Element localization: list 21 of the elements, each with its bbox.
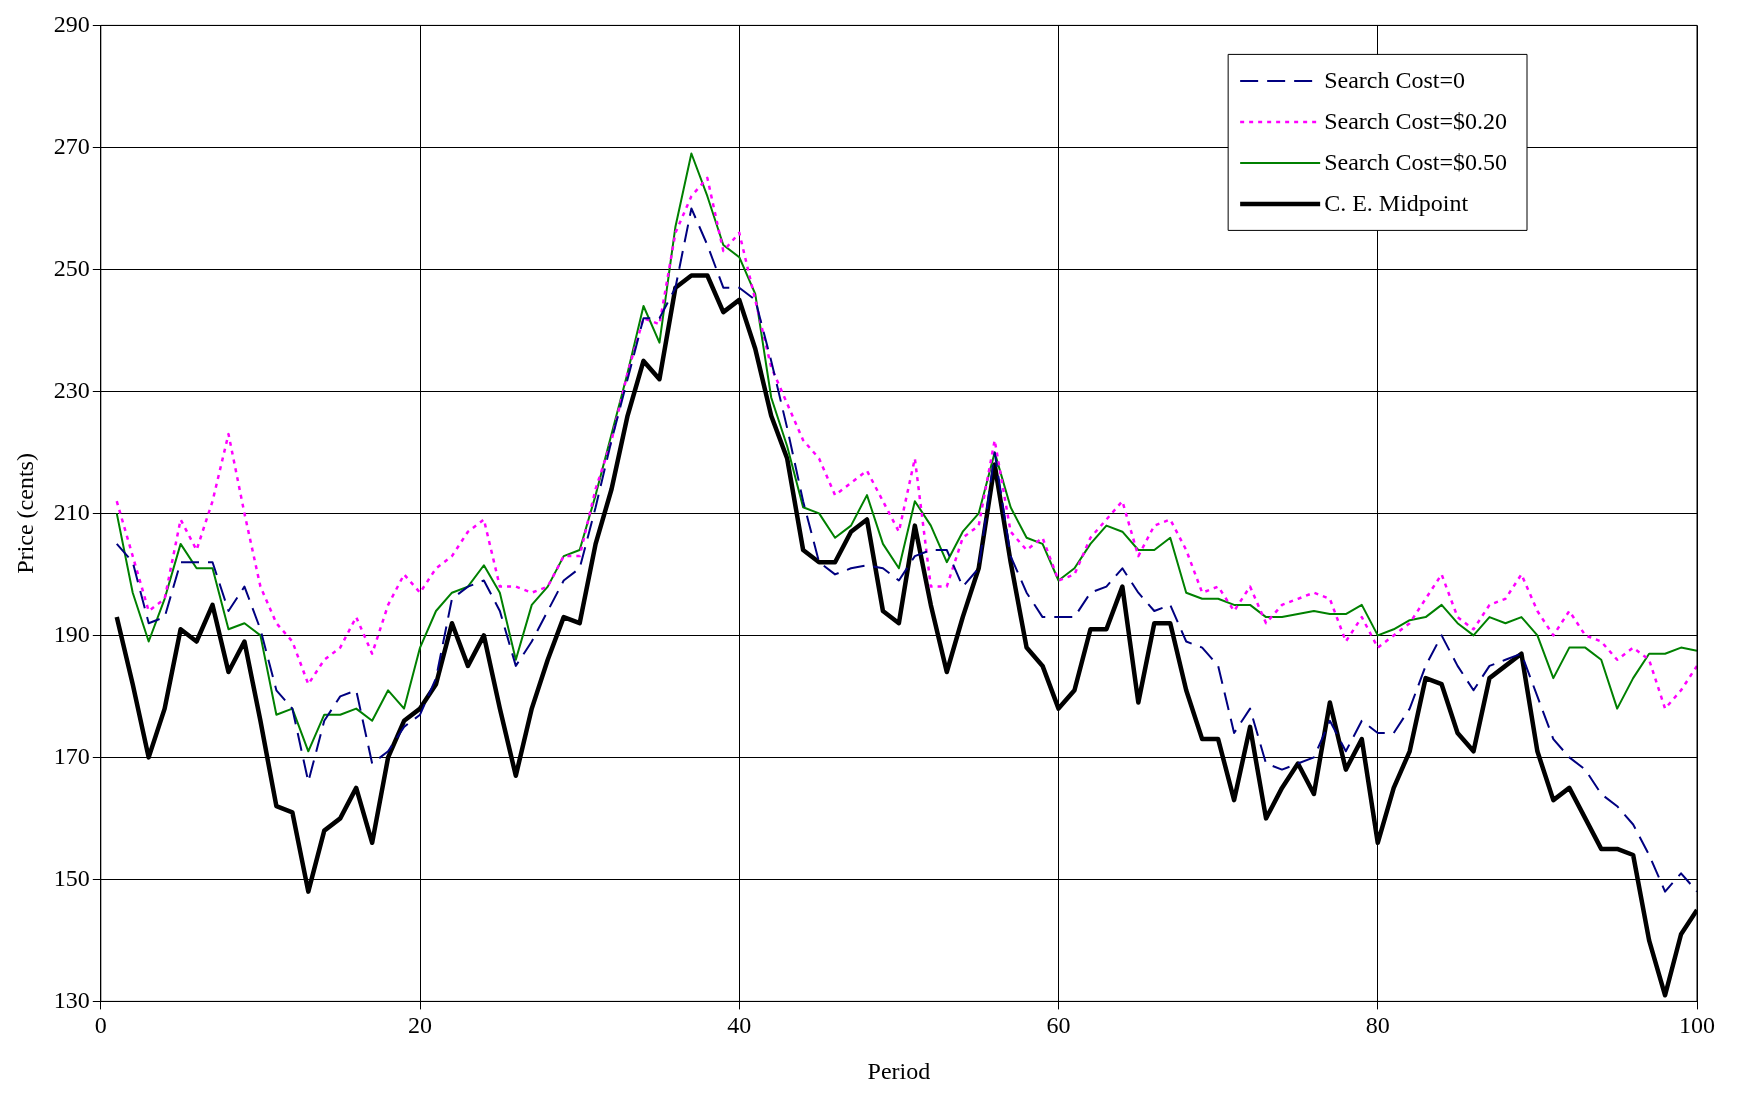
y-tick-label: 290 <box>53 10 90 37</box>
x-tick-label: 60 <box>1046 1012 1071 1039</box>
y-tick-label: 130 <box>53 986 90 1013</box>
y-tick-label: 190 <box>53 620 90 647</box>
legend-label: Search Cost=$0.50 <box>1324 149 1508 176</box>
x-tick-label: 0 <box>94 1012 107 1039</box>
y-tick-label: 150 <box>53 864 90 891</box>
y-tick-label: 270 <box>53 132 90 159</box>
x-tick-label: 80 <box>1365 1012 1390 1039</box>
y-tick-label: 250 <box>53 254 90 281</box>
y-axis-title: Price (cents) <box>11 453 38 574</box>
x-axis-title: Period <box>867 1057 931 1084</box>
legend-label: Search Cost=0 <box>1324 67 1466 94</box>
y-tick-label: 230 <box>53 376 90 403</box>
y-tick-label: 210 <box>53 498 90 525</box>
x-tick-label: 20 <box>408 1012 433 1039</box>
y-tick-label: 170 <box>53 742 90 769</box>
x-tick-label: 40 <box>727 1012 752 1039</box>
x-tick-label: 100 <box>1679 1012 1715 1039</box>
legend-label: Search Cost=$0.20 <box>1324 108 1508 135</box>
legend-label: C. E. Midpoint <box>1324 190 1469 217</box>
